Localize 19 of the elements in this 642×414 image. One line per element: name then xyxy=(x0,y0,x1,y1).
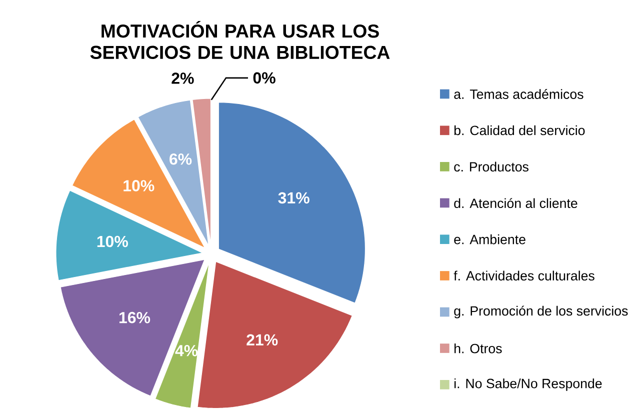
legend-label: a. Temas académicos xyxy=(454,89,584,99)
legend-label: f. Actividades culturales xyxy=(454,270,594,280)
data-label: 21% xyxy=(246,334,278,346)
legend-label: i. No Sabe/No Responde xyxy=(454,378,602,391)
legend-label: d. Atención al cliente xyxy=(454,198,578,208)
legend-label: c. Productos xyxy=(454,162,528,172)
data-label: 10% xyxy=(97,236,128,248)
text: 0% xyxy=(253,72,276,84)
legend-label: g. Promoción de los servicios xyxy=(454,306,628,318)
data-label: 2% xyxy=(172,72,194,84)
data-label: 31% xyxy=(278,192,310,204)
chart-title: MOTIVACIÓN PARA USAR LOS SERVICIOS DE UNA BIBLIOTECA xyxy=(90,20,390,60)
data-label: 6% xyxy=(170,153,192,165)
data-label: 10% xyxy=(124,180,154,192)
data-label: 4% xyxy=(175,345,198,356)
legend-label: b. Calidad del servicio xyxy=(454,125,585,136)
legend-label: h. Otros xyxy=(454,344,502,354)
legend-label: e. Ambiente xyxy=(454,234,526,244)
data-label: 16% xyxy=(119,312,150,324)
